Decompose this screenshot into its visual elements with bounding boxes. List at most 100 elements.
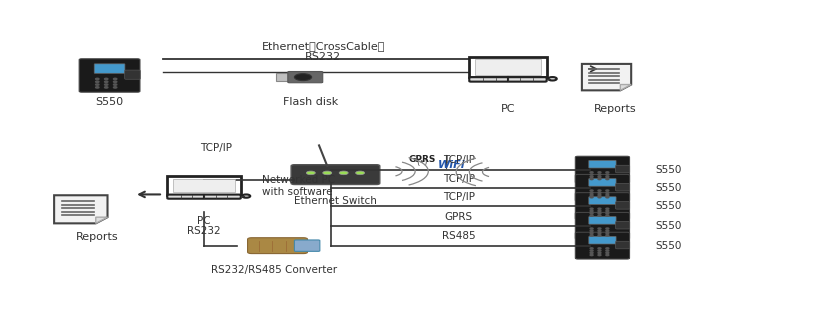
FancyBboxPatch shape bbox=[576, 174, 629, 201]
Circle shape bbox=[606, 208, 609, 209]
Circle shape bbox=[606, 195, 609, 196]
Text: TCP/IP: TCP/IP bbox=[200, 143, 232, 153]
Circle shape bbox=[590, 174, 593, 175]
Circle shape bbox=[606, 210, 609, 212]
Circle shape bbox=[113, 84, 117, 85]
Circle shape bbox=[590, 172, 593, 173]
FancyBboxPatch shape bbox=[125, 70, 141, 79]
Circle shape bbox=[598, 228, 601, 229]
Text: Reports: Reports bbox=[594, 103, 636, 114]
Circle shape bbox=[598, 174, 601, 175]
Circle shape bbox=[104, 78, 108, 80]
Text: GPRS: GPRS bbox=[445, 212, 473, 221]
Circle shape bbox=[606, 248, 609, 249]
Text: RS485: RS485 bbox=[442, 232, 476, 241]
Circle shape bbox=[598, 190, 601, 191]
FancyBboxPatch shape bbox=[615, 165, 629, 173]
FancyBboxPatch shape bbox=[589, 197, 616, 204]
Circle shape bbox=[590, 252, 593, 253]
Circle shape bbox=[606, 215, 609, 216]
Text: S550: S550 bbox=[656, 241, 682, 251]
FancyBboxPatch shape bbox=[576, 212, 629, 239]
Circle shape bbox=[590, 213, 593, 214]
Circle shape bbox=[590, 248, 593, 249]
Circle shape bbox=[598, 210, 601, 212]
Text: PC: PC bbox=[500, 103, 515, 114]
Circle shape bbox=[606, 176, 609, 177]
Circle shape bbox=[598, 250, 601, 251]
Circle shape bbox=[590, 178, 593, 180]
FancyBboxPatch shape bbox=[576, 156, 629, 183]
Bar bbox=[469, 57, 547, 77]
Circle shape bbox=[590, 228, 593, 229]
Circle shape bbox=[606, 174, 609, 175]
Circle shape bbox=[113, 78, 117, 80]
Circle shape bbox=[598, 176, 601, 177]
FancyBboxPatch shape bbox=[288, 72, 323, 83]
Text: RS232/RS485 Converter: RS232/RS485 Converter bbox=[211, 265, 337, 276]
Bar bbox=[475, 59, 541, 75]
Bar bbox=[173, 179, 236, 193]
Circle shape bbox=[590, 233, 593, 234]
Polygon shape bbox=[54, 195, 108, 223]
Text: RS232: RS232 bbox=[187, 226, 221, 236]
Text: WiFi: WiFi bbox=[438, 160, 466, 170]
Circle shape bbox=[104, 81, 108, 82]
Text: Ethernet（CrossCable）: Ethernet（CrossCable） bbox=[261, 41, 385, 51]
Text: TCP/IP: TCP/IP bbox=[442, 173, 475, 183]
Circle shape bbox=[590, 197, 593, 198]
Polygon shape bbox=[620, 85, 631, 90]
Text: (•): (•) bbox=[416, 158, 428, 167]
Circle shape bbox=[590, 176, 593, 177]
FancyBboxPatch shape bbox=[94, 64, 125, 73]
Circle shape bbox=[598, 208, 601, 209]
Text: TCP/IP: TCP/IP bbox=[442, 155, 475, 165]
Circle shape bbox=[548, 77, 557, 81]
FancyBboxPatch shape bbox=[589, 178, 616, 186]
FancyBboxPatch shape bbox=[576, 193, 629, 219]
FancyBboxPatch shape bbox=[615, 241, 629, 249]
FancyBboxPatch shape bbox=[167, 195, 241, 199]
Circle shape bbox=[606, 192, 609, 194]
Circle shape bbox=[606, 228, 609, 229]
Bar bbox=[276, 73, 289, 81]
Circle shape bbox=[294, 74, 312, 81]
Text: S550: S550 bbox=[656, 221, 682, 231]
Text: Ethernet Switch: Ethernet Switch bbox=[294, 196, 377, 206]
Circle shape bbox=[598, 172, 601, 173]
FancyBboxPatch shape bbox=[469, 77, 547, 82]
Circle shape bbox=[590, 190, 593, 191]
Text: RS232: RS232 bbox=[305, 52, 342, 62]
Polygon shape bbox=[96, 217, 108, 223]
Circle shape bbox=[598, 178, 601, 180]
Circle shape bbox=[598, 235, 601, 236]
Circle shape bbox=[306, 171, 315, 175]
Circle shape bbox=[96, 81, 99, 82]
Circle shape bbox=[356, 171, 365, 175]
Text: TCP/IP: TCP/IP bbox=[442, 192, 475, 202]
Text: S550: S550 bbox=[656, 201, 682, 211]
Bar bbox=[167, 176, 241, 195]
Text: Reports: Reports bbox=[76, 233, 118, 243]
Circle shape bbox=[598, 254, 601, 256]
FancyBboxPatch shape bbox=[291, 165, 380, 184]
Circle shape bbox=[606, 230, 609, 232]
Circle shape bbox=[606, 172, 609, 173]
Circle shape bbox=[323, 171, 332, 175]
FancyBboxPatch shape bbox=[576, 232, 629, 259]
Circle shape bbox=[598, 192, 601, 194]
Circle shape bbox=[606, 178, 609, 180]
Circle shape bbox=[598, 248, 601, 249]
FancyBboxPatch shape bbox=[589, 217, 616, 224]
Text: S550: S550 bbox=[656, 183, 682, 193]
FancyBboxPatch shape bbox=[79, 59, 140, 92]
Text: S550: S550 bbox=[656, 165, 682, 175]
Circle shape bbox=[598, 252, 601, 253]
FancyBboxPatch shape bbox=[247, 238, 308, 254]
Circle shape bbox=[606, 252, 609, 253]
Circle shape bbox=[606, 250, 609, 251]
FancyBboxPatch shape bbox=[589, 160, 616, 168]
Circle shape bbox=[606, 213, 609, 214]
Circle shape bbox=[104, 87, 108, 88]
Circle shape bbox=[606, 235, 609, 236]
